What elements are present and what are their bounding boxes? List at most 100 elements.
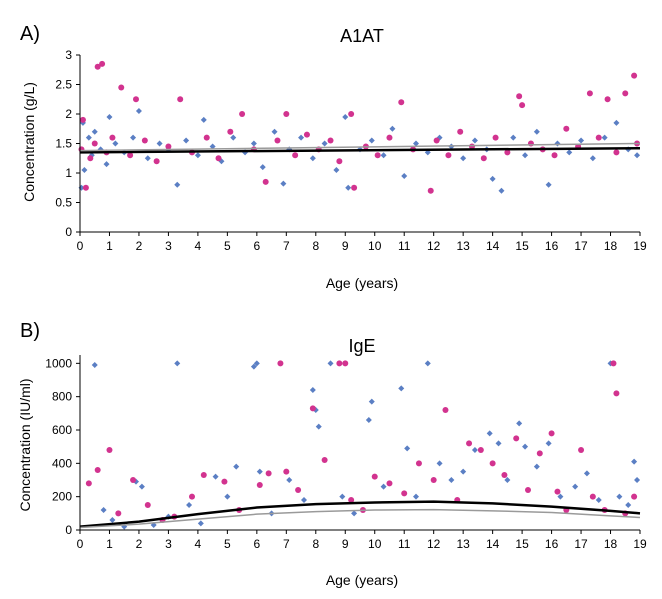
fit-gray-line xyxy=(79,508,641,529)
scatter-point-blue xyxy=(315,423,322,430)
chart-title: A1AT xyxy=(340,26,384,46)
scatter-point-blue xyxy=(298,134,305,141)
scatter-point-magenta xyxy=(283,468,290,475)
scatter-point-blue xyxy=(345,184,352,191)
y-tick-label: 800 xyxy=(52,390,72,404)
scatter-point-magenta xyxy=(94,63,101,70)
x-tick-label: 6 xyxy=(253,239,260,253)
x-tick-label: 13 xyxy=(456,239,470,253)
scatter-point-magenta xyxy=(177,96,184,103)
scatter-point-magenta xyxy=(203,134,210,141)
scatter-point-magenta xyxy=(262,178,269,185)
x-tick-label: 18 xyxy=(604,239,618,253)
scatter-point-magenta xyxy=(274,137,281,144)
scatter-point-magenta xyxy=(371,473,378,480)
scatter-point-blue xyxy=(380,483,387,490)
x-tick-label: 0 xyxy=(77,239,84,253)
chart-title: IgE xyxy=(348,336,375,356)
panel-label: A) xyxy=(20,23,40,45)
scatter-point-magenta xyxy=(610,360,617,367)
scatter-point-blue xyxy=(634,152,641,159)
scatter-point-blue xyxy=(81,167,88,174)
scatter-point-blue xyxy=(212,473,219,480)
scatter-point-magenta xyxy=(513,435,520,442)
scatter-point-blue xyxy=(339,493,346,500)
scatter-point-magenta xyxy=(133,96,139,103)
scatter-point-blue xyxy=(271,128,278,135)
x-tick-label: 13 xyxy=(456,537,470,551)
x-tick-label: 1 xyxy=(106,537,113,551)
scatter-point-blue xyxy=(109,517,116,523)
x-tick-label: 0 xyxy=(77,537,84,551)
scatter-point-magenta xyxy=(563,125,570,132)
scatter-point-blue xyxy=(301,497,307,503)
x-axis-label: Age (years) xyxy=(326,572,398,588)
scatter-point-magenta xyxy=(525,487,531,493)
y-axis-label: Concentration (IU/ml) xyxy=(17,378,33,511)
scatter-point-magenta xyxy=(127,152,134,159)
panel-label: B) xyxy=(20,320,40,342)
scatter-point-magenta xyxy=(631,493,638,500)
scatter-point-magenta xyxy=(153,158,160,165)
y-tick-label: 0 xyxy=(65,225,72,239)
scatter-point-magenta xyxy=(519,102,526,109)
scatter-point-magenta xyxy=(622,90,629,97)
scatter-point-blue xyxy=(498,187,505,194)
scatter-point-magenta xyxy=(457,128,464,135)
y-tick-label: 400 xyxy=(52,456,72,470)
scatter-point-magenta xyxy=(106,447,113,453)
scatter-point-blue xyxy=(601,134,608,141)
scatter-point-blue xyxy=(389,125,396,132)
scatter-point-blue xyxy=(613,119,620,126)
x-tick-label: 16 xyxy=(545,537,559,551)
scatter-point-blue xyxy=(174,181,181,188)
y-ticks: 0 200 400 600 800 1000 xyxy=(45,356,80,537)
scatter-point-magenta xyxy=(501,472,508,478)
scatter-point-magenta xyxy=(295,487,302,493)
scatter-point-magenta xyxy=(94,467,101,473)
scatter-point-magenta xyxy=(613,390,620,397)
scatter-point-magenta xyxy=(189,493,195,500)
scatter-point-magenta xyxy=(442,407,449,413)
scatter-point-blue xyxy=(486,430,493,437)
scatter-point-blue xyxy=(286,477,293,483)
scatter-point-magenta xyxy=(309,405,316,412)
scatter-point-blue xyxy=(578,137,585,144)
scatter-point-blue xyxy=(554,140,561,147)
fit-dark-line xyxy=(79,500,641,528)
x-tick-label: 12 xyxy=(427,239,441,253)
scatter-point-magenta xyxy=(351,184,358,191)
scatter-point-magenta xyxy=(165,143,172,150)
x-tick-label: 16 xyxy=(545,239,559,253)
x-tick-label: 11 xyxy=(398,537,411,551)
scatter-point-magenta xyxy=(631,72,638,79)
x-tick-label: 7 xyxy=(283,537,290,551)
scatter-point-blue xyxy=(595,497,602,503)
scatter-point-magenta xyxy=(115,510,122,517)
scatter-point-magenta xyxy=(516,93,523,100)
scatter-point-magenta xyxy=(292,152,299,159)
scatter-point-blue xyxy=(583,470,590,477)
scatter-point-blue xyxy=(589,155,596,162)
y-ticks: 0 0.5 1 1.5 2 2.5 3 xyxy=(55,48,80,239)
scatter-point-blue xyxy=(545,440,552,447)
y-tick-label: 2.5 xyxy=(55,78,72,92)
scatter-point-magenta xyxy=(277,360,284,367)
fit-gray-line xyxy=(79,142,641,152)
scatter-point-magenta xyxy=(283,111,290,117)
scatter-point-magenta xyxy=(398,99,405,106)
y-tick-label: 600 xyxy=(52,423,72,437)
scatter-point-magenta xyxy=(118,84,125,91)
scatter-point-magenta xyxy=(477,447,484,453)
scatter-point-blue xyxy=(545,181,552,188)
scatter-point-magenta xyxy=(586,90,593,97)
scatter-point-magenta xyxy=(303,131,310,138)
y-tick-label: 1 xyxy=(65,166,72,180)
scatter-point-magenta xyxy=(536,450,543,457)
scatter-point-blue xyxy=(460,155,467,162)
scatter-point-magenta xyxy=(239,111,246,117)
scatter-point-blue xyxy=(259,164,266,171)
scatter-point-blue xyxy=(471,447,478,453)
scatter-point-blue xyxy=(183,137,190,144)
